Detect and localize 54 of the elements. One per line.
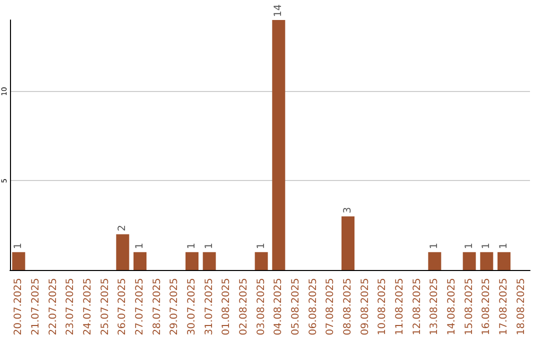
data-label: 1	[464, 242, 475, 250]
data-label: 14	[273, 4, 284, 17]
x-tick-label: 22.07.2025	[48, 278, 59, 336]
x-tick-label: 31.07.2025	[204, 278, 215, 336]
x-tick-label: 09.08.2025	[360, 278, 371, 336]
x-tick-label: 07.08.2025	[325, 278, 336, 336]
x-tick-label: 28.07.2025	[152, 278, 163, 336]
x-tick-label: 02.08.2025	[238, 278, 250, 336]
data-label: 2	[117, 224, 128, 232]
data-label: 1	[498, 242, 510, 250]
data-label: 3	[342, 207, 354, 214]
bar	[462, 252, 476, 270]
x-tick-label: 14.08.2025	[446, 278, 458, 336]
x-tick-label: 17.08.2025	[498, 278, 510, 336]
x-tick-label: 10.08.2025	[377, 278, 388, 336]
bar	[272, 20, 286, 270]
data-label: 1	[204, 242, 215, 250]
x-tick-label: 26.07.2025	[117, 278, 128, 336]
x-tick-label: 13.08.2025	[429, 278, 440, 336]
x-tick-label: 06.08.2025	[308, 278, 319, 336]
x-tick-label: 20.07.2025	[13, 278, 24, 336]
data-label: 1	[256, 242, 267, 250]
bar	[254, 252, 268, 270]
data-label: 1	[186, 242, 198, 250]
x-tick-label: 04.08.2025	[273, 278, 284, 336]
x-tick-label: 21.07.2025	[30, 278, 42, 336]
x-tick-label: 08.08.2025	[342, 278, 354, 336]
x-tick-label: 25.07.2025	[100, 278, 111, 336]
x-tick-label: 30.07.2025	[186, 278, 198, 336]
x-tick-label: 27.07.2025	[134, 278, 146, 336]
x-tick-label: 03.08.2025	[256, 278, 267, 336]
bar	[116, 234, 130, 270]
x-tick-label: 15.08.2025	[464, 278, 475, 336]
x-tick-label: 11.08.2025	[394, 278, 406, 336]
bar	[12, 252, 26, 270]
x-tick-label: 05.08.2025	[290, 278, 302, 336]
x-tick-label: 18.08.2025	[516, 278, 527, 336]
bar	[480, 252, 494, 270]
data-label: 1	[134, 242, 146, 250]
x-tick-label: 29.07.2025	[169, 278, 180, 336]
x-tick-label: 16.08.2025	[481, 278, 492, 336]
bar	[342, 216, 354, 270]
x-tick-label: 23.07.2025	[65, 278, 76, 336]
x-tick-label: 24.07.2025	[82, 278, 94, 336]
data-label: 1	[481, 242, 492, 250]
bar	[186, 252, 198, 270]
data-label: 1	[429, 242, 440, 250]
data-label: 1	[13, 242, 24, 250]
x-tick-label: 01.08.2025	[221, 278, 232, 336]
bar	[134, 252, 146, 270]
bar	[202, 252, 216, 270]
x-tick-label: 12.08.2025	[412, 278, 423, 336]
bar	[498, 252, 510, 270]
bar	[428, 252, 442, 270]
